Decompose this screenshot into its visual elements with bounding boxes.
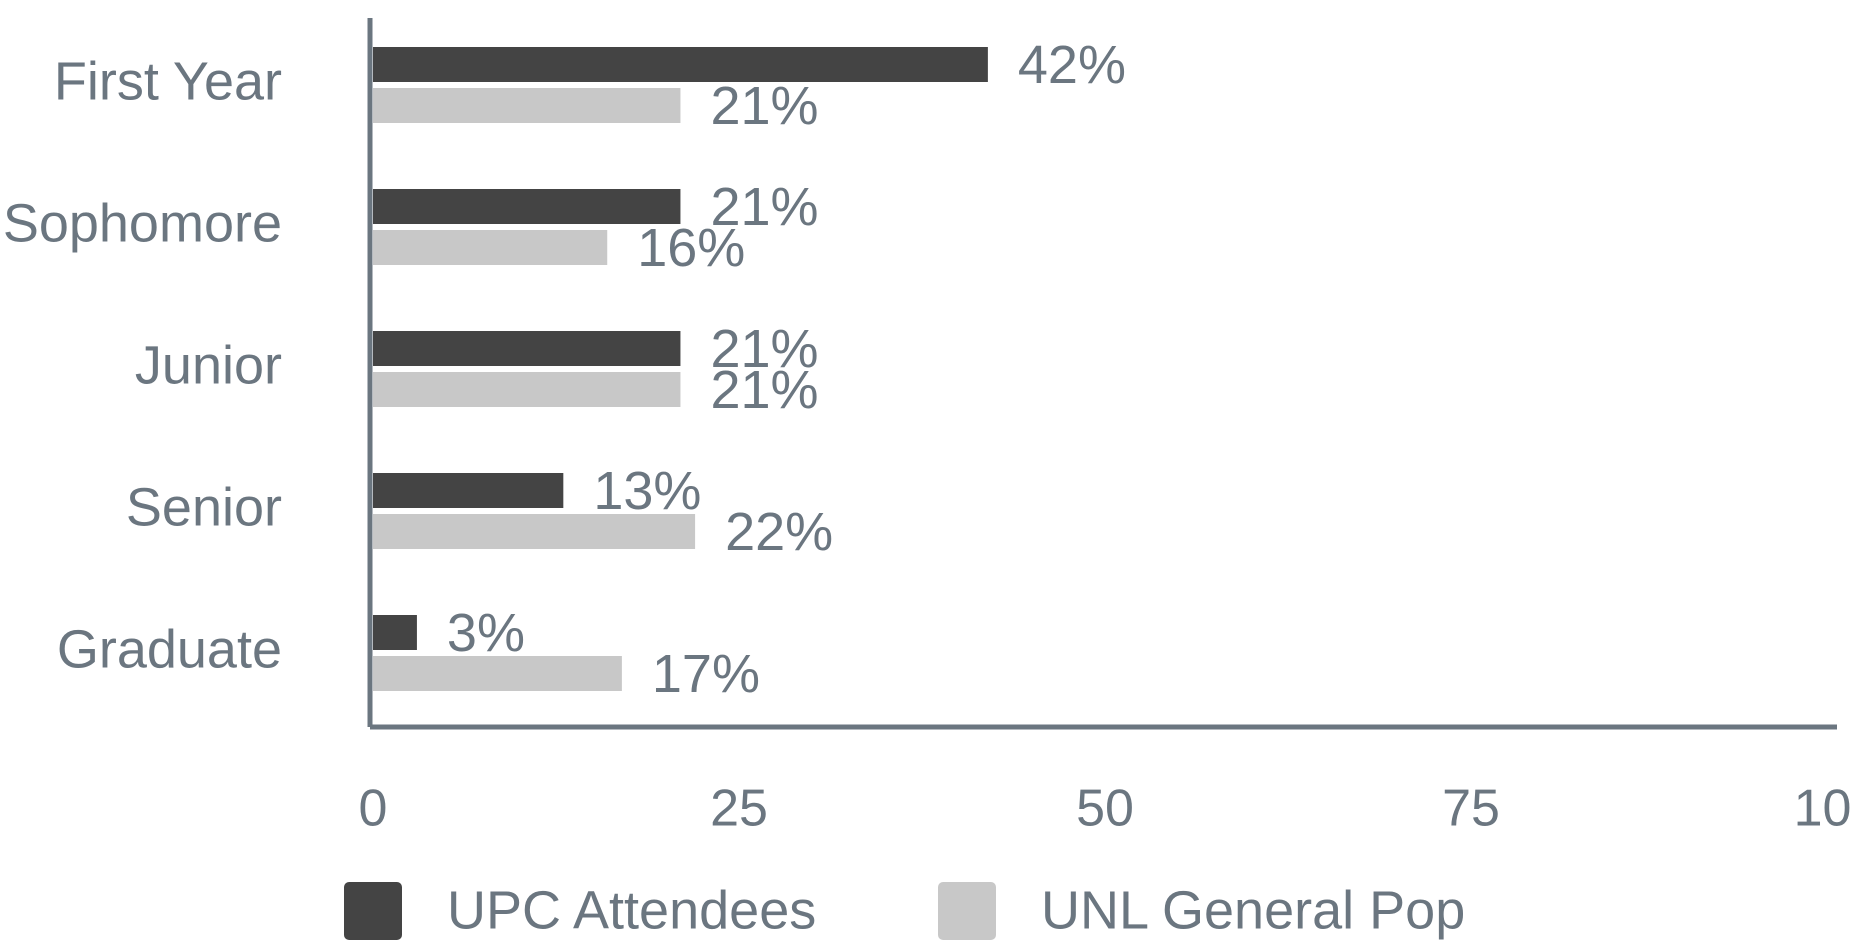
x-tick-label: 0: [359, 780, 388, 838]
value-label: 17%: [652, 644, 760, 704]
bar: [373, 372, 681, 407]
value-label: 3%: [447, 603, 525, 663]
legend-label: UPC Attendees: [447, 880, 816, 940]
x-tick-label: 75: [1442, 780, 1500, 838]
bar: [373, 514, 696, 549]
x-tick-label: 100: [1794, 780, 1850, 838]
value-label: 21%: [710, 76, 818, 136]
value-label: 22%: [725, 502, 833, 562]
category-label: First Year: [54, 51, 282, 111]
bar: [373, 615, 417, 650]
value-label: 21%: [710, 360, 818, 420]
legend-swatch: [938, 882, 996, 940]
legend-label: UNL General Pop: [1041, 880, 1465, 940]
bar: [373, 656, 622, 691]
bar: [373, 88, 681, 123]
bar: [373, 331, 681, 366]
category-label: Junior: [135, 335, 282, 395]
x-tick-label: 25: [710, 780, 768, 838]
value-label: 16%: [637, 218, 745, 278]
bar: [373, 473, 564, 508]
legend-swatch: [344, 882, 402, 940]
bar: [373, 47, 988, 82]
category-label: Sophomore: [3, 193, 282, 253]
category-label: Senior: [126, 477, 282, 537]
value-label: 42%: [1018, 35, 1126, 95]
value-label: 21%: [710, 319, 818, 379]
value-label: 13%: [593, 461, 701, 521]
bar: [373, 189, 681, 224]
category-label: Graduate: [57, 619, 282, 679]
value-label: 21%: [710, 177, 818, 237]
x-tick-label: 50: [1076, 780, 1134, 838]
bar: [373, 230, 608, 265]
